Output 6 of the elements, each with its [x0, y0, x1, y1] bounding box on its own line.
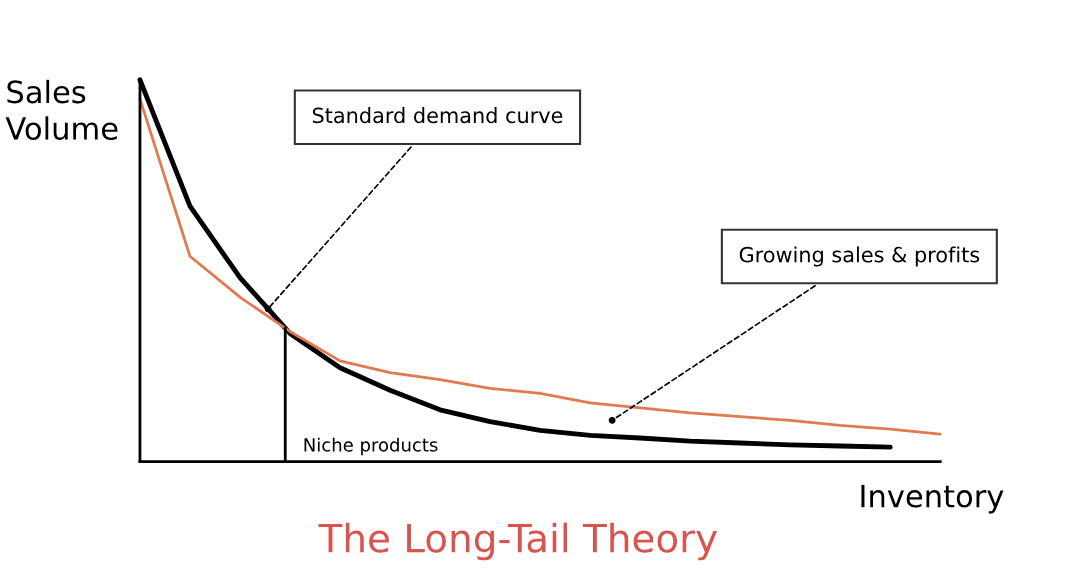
annotation: Growing sales & profits [739, 246, 980, 267]
text: Niche products [304, 437, 438, 456]
text: The Long-Tail Theory [318, 522, 718, 561]
y-axis-title: Sales Volume [5, 79, 118, 140]
x-axis-title: Inventory [861, 484, 1004, 514]
annotation: Standard demand curve [312, 107, 563, 124]
